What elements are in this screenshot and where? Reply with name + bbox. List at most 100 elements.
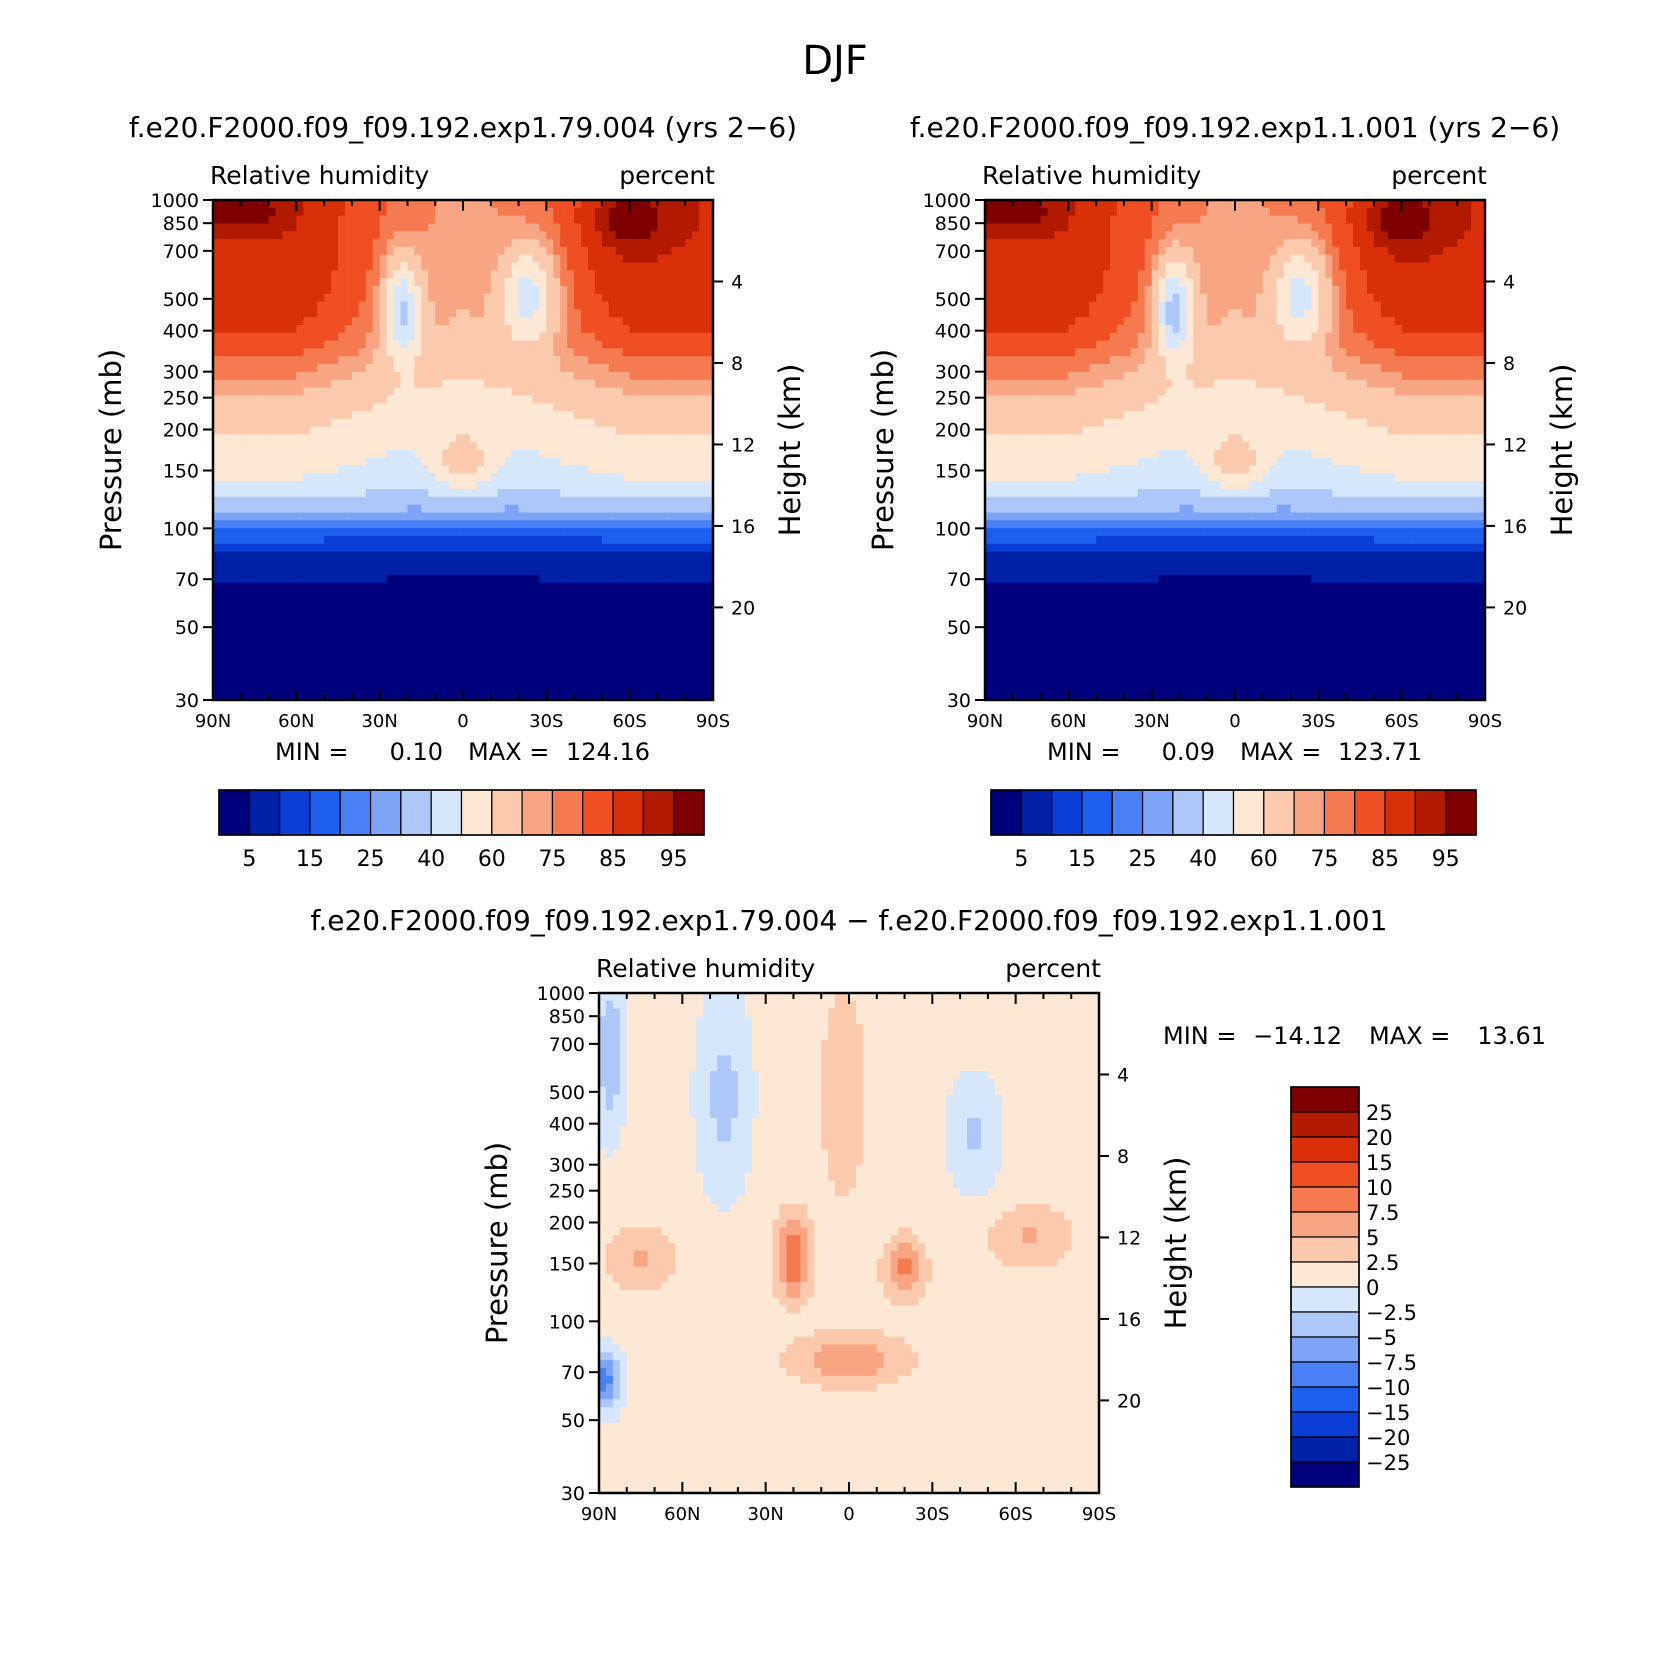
field-cell (435, 621, 443, 631)
field-cell (567, 239, 575, 248)
field-cell (421, 442, 429, 451)
field-cell (226, 543, 235, 553)
field-cell (247, 207, 256, 217)
field-cell (393, 371, 402, 381)
field-cell (594, 504, 603, 514)
field-cell (650, 418, 659, 428)
field-cell (400, 473, 409, 482)
field-cell (351, 582, 360, 592)
field-cell (296, 559, 304, 568)
field-cell (706, 231, 713, 240)
field-cell (338, 395, 346, 404)
field-cell (532, 293, 540, 303)
field-cell (213, 575, 221, 584)
field-cell (1068, 215, 1076, 225)
field-cell (539, 520, 547, 529)
field-cell (351, 528, 360, 537)
field-cell (289, 207, 297, 217)
field-cell (664, 621, 672, 631)
field-cell (553, 371, 561, 381)
field-cell (219, 535, 228, 545)
field-cell (615, 481, 624, 490)
field-cell (657, 590, 665, 600)
field-cell (539, 457, 547, 467)
field-cell (463, 348, 471, 357)
field-cell (511, 239, 520, 248)
field-cell (518, 215, 527, 225)
field-cell (532, 418, 540, 428)
field-cell (511, 543, 520, 553)
field-cell (310, 551, 318, 560)
field-cell (386, 457, 395, 467)
field-cell (657, 551, 665, 560)
field-cell (567, 301, 575, 310)
field-cell (344, 504, 353, 514)
field-cell (463, 442, 471, 451)
field-cell (629, 301, 638, 310)
field-cell (671, 450, 679, 459)
field-cell (469, 434, 478, 443)
field-cell (324, 442, 332, 451)
field-cell (393, 582, 402, 592)
field-cell (678, 489, 686, 498)
field-cell (497, 317, 506, 326)
field-cell (456, 590, 464, 600)
field-cell (254, 356, 263, 365)
field-cell (282, 504, 290, 514)
field-cell (233, 418, 242, 428)
field-cell (581, 371, 589, 381)
field-cell (393, 559, 402, 568)
field-cell (525, 285, 534, 295)
field-cell (553, 395, 561, 404)
field-cell (261, 254, 270, 264)
field-cell (643, 254, 652, 264)
field-cell (650, 582, 659, 592)
field-cell (685, 418, 693, 428)
field-cell (247, 496, 256, 506)
field-cell (324, 410, 332, 420)
field-cell (504, 270, 513, 279)
field-cell (1026, 207, 1035, 217)
field-cell (476, 231, 485, 240)
field-cell (664, 332, 672, 342)
field-cell (476, 660, 485, 670)
field-cell (574, 512, 582, 521)
field-cell (344, 293, 353, 303)
field-cell (393, 223, 402, 232)
field-cell (379, 496, 388, 506)
field-cell (233, 356, 242, 365)
field-cell (657, 660, 665, 670)
field-cell (490, 590, 499, 600)
field-cell (588, 489, 596, 498)
field-cell (581, 223, 589, 232)
field-cell (386, 317, 395, 326)
field-cell (476, 653, 485, 662)
field-cell (296, 489, 304, 498)
field-cell (539, 473, 547, 482)
field-cell (226, 457, 235, 467)
field-cell (601, 340, 610, 350)
field-cell (469, 504, 478, 514)
field-cell (581, 528, 589, 537)
field-cell (497, 395, 506, 404)
field-cell (317, 645, 325, 654)
field-cell (310, 246, 318, 256)
field-cell (351, 285, 360, 295)
field-cell (310, 621, 318, 631)
field-cell (233, 598, 242, 607)
field-cell (254, 450, 263, 459)
field-cell (365, 582, 374, 592)
field-cell (615, 403, 624, 412)
field-cell (317, 262, 325, 271)
field-cell (1408, 200, 1417, 209)
field-cell (539, 215, 547, 225)
field-cell (699, 340, 707, 350)
field-cell (574, 395, 582, 404)
field-cell (574, 285, 582, 295)
field-cell (629, 434, 638, 443)
field-cell (490, 387, 499, 396)
field-cell (351, 356, 360, 365)
field-cell (546, 364, 554, 373)
field-cell (615, 278, 624, 287)
field-cell (226, 223, 235, 232)
